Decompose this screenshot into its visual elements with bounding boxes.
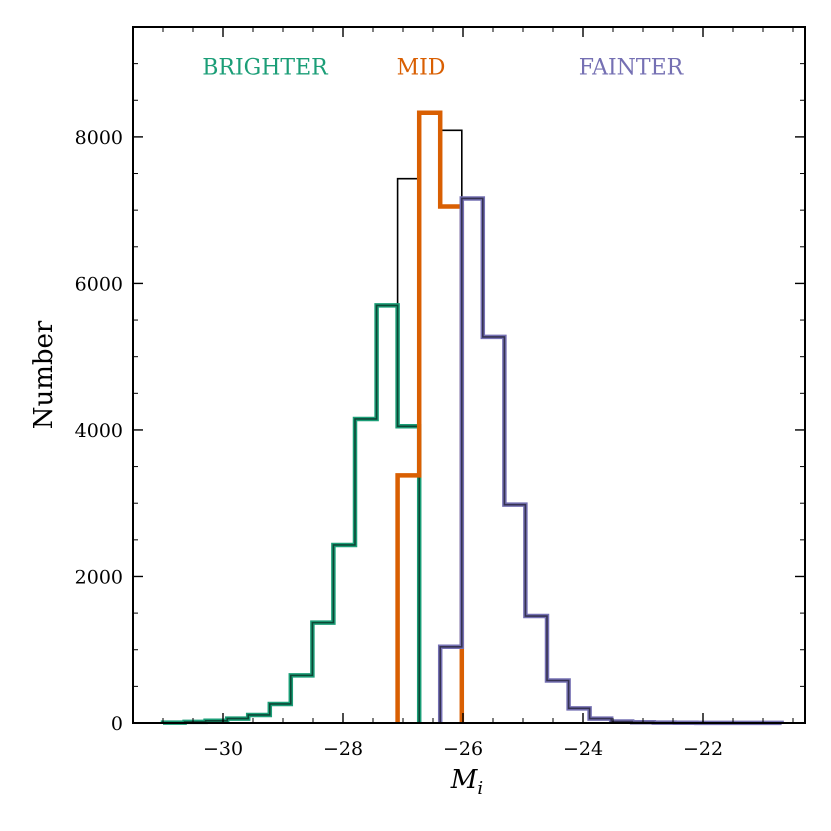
x-tick-label: −30 xyxy=(203,738,243,760)
y-tick-label: 0 xyxy=(111,713,123,735)
x-axis-title-main: M xyxy=(450,765,479,795)
x-tick-label: −26 xyxy=(443,738,483,760)
axis-tick-labels: −30 −28 −26 −24 −22 0 2000 4000 6000 8000 xyxy=(75,127,723,760)
group-annotations: BRIGHTER MID FAINTER xyxy=(202,56,684,81)
histogram-series-total xyxy=(162,111,783,724)
x-axis-title-subscript: i xyxy=(477,778,483,799)
y-tick-label: 4000 xyxy=(75,420,123,442)
y-tick-label: 8000 xyxy=(75,127,123,149)
plot-frame xyxy=(132,26,806,724)
x-axis-title: Mi xyxy=(450,765,483,799)
x-tick-label: −22 xyxy=(683,738,723,760)
plot-area xyxy=(160,110,784,726)
x-tick-label: −28 xyxy=(323,738,363,760)
annotation-brighter: BRIGHTER xyxy=(202,56,329,81)
y-tick-label: 2000 xyxy=(75,566,123,588)
y-axis-title: Number xyxy=(29,320,59,429)
x-tick-label: −24 xyxy=(563,738,603,760)
histogram-outline-brighter xyxy=(162,304,420,724)
axis-ticks xyxy=(132,27,805,724)
histogram-series-brighter xyxy=(160,303,422,725)
annotation-mid: MID xyxy=(397,56,446,81)
annotation-fainter: FAINTER xyxy=(579,56,685,81)
histogram-outline-fainter xyxy=(439,197,783,724)
y-tick-label: 6000 xyxy=(75,273,123,295)
histogram-series-fainter xyxy=(437,196,784,726)
histogram-series-mid xyxy=(395,110,465,723)
